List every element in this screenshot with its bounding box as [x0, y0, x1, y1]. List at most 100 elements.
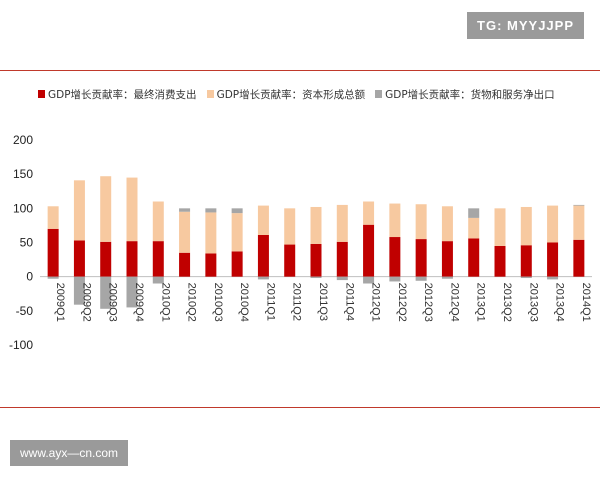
bar-segment-consumption	[257, 234, 269, 277]
bar-segment-net-exports	[547, 276, 559, 280]
legend-swatch-net-exports	[375, 90, 383, 98]
bar-segment-capital	[336, 204, 348, 242]
x-tick-label: 2013Q4	[554, 283, 566, 322]
bar-segment-net-exports	[126, 276, 138, 308]
x-axis: 2009Q1 2009Q2 2009Q3 2009Q4 2010Q1 2010Q2 2010…	[54, 283, 592, 322]
legend-label-capital: GDP增长贡献率：资本形成总额	[216, 88, 366, 101]
bar-segment-consumption	[441, 241, 453, 277]
x-tick-label: 2010Q4	[238, 283, 250, 322]
bar-segment-net-exports	[468, 208, 480, 218]
bar-segment-capital	[547, 205, 559, 243]
bar-segment-capital	[284, 208, 296, 245]
bar-segment-net-exports	[573, 204, 585, 206]
top-divider	[0, 70, 600, 71]
y-tick-label: 150	[13, 167, 33, 181]
bar-segment-consumption	[152, 241, 164, 277]
footer-url: www.ayx—cn.com	[10, 440, 129, 466]
x-tick-label: 2012Q4	[448, 283, 460, 322]
bar-segment-capital	[205, 212, 217, 254]
legend-item-net-exports: GDP增长贡献率：货物和服务净出口	[375, 87, 555, 102]
x-tick-label: 2010Q3	[212, 283, 224, 322]
bar-segment-capital	[389, 203, 401, 238]
bar-segment-consumption	[520, 245, 532, 277]
bar-segment-capital	[47, 206, 59, 229]
bar-segment-net-exports	[336, 276, 348, 281]
bar-segment-net-exports	[152, 276, 164, 284]
x-tick-label: 2012Q2	[396, 283, 408, 322]
x-tick-label: 2011Q4	[343, 283, 355, 321]
legend-swatch-capital	[206, 90, 214, 98]
bar-segment-consumption	[573, 239, 585, 277]
bar-segment-consumption	[100, 241, 112, 277]
bar-segment-consumption	[363, 224, 375, 277]
bar-segment-net-exports	[231, 208, 243, 214]
bar-segment-capital	[441, 206, 453, 242]
bar-segment-capital	[415, 204, 427, 240]
legend-swatch-consumption	[38, 90, 45, 98]
bar-segment-net-exports	[257, 276, 269, 280]
chart-legend: GDP增长贡献率：最终消费支出 GDP增长贡献率：资本形成总额 GDP增长贡献率…	[38, 86, 598, 102]
bar-segment-net-exports	[310, 276, 322, 279]
bar-segment-consumption	[389, 237, 401, 277]
x-tick-label: 2011Q1	[264, 283, 276, 321]
x-tick-label: 2011Q2	[291, 283, 303, 321]
bottom-divider	[0, 407, 600, 408]
bar-segment-consumption	[468, 238, 480, 277]
bar-segment-consumption	[415, 239, 427, 277]
legend-label-consumption: GDP增长贡献率：最终消费支出	[48, 88, 197, 101]
bar-segment-net-exports	[415, 276, 427, 281]
bar-segment-capital	[100, 176, 112, 242]
bar-segment-capital	[231, 213, 243, 252]
y-tick-label: 50	[20, 236, 34, 250]
bar-segment-net-exports	[441, 276, 453, 279]
bar-segment-consumption	[231, 251, 243, 277]
x-tick-label: 2009Q4	[133, 283, 145, 322]
bar-segment-capital	[179, 211, 191, 253]
x-tick-label: 2012Q1	[370, 283, 382, 322]
watermark-tag: TG: MYYJJPP	[467, 12, 584, 39]
bar-segment-net-exports	[363, 276, 375, 284]
bar-segment-consumption	[126, 241, 138, 277]
y-tick-label: 0	[26, 270, 33, 284]
bar-segment-capital	[468, 217, 480, 239]
bar-segment-net-exports	[73, 276, 85, 305]
bar-segment-net-exports	[47, 276, 59, 279]
x-tick-label: 2014Q1	[580, 283, 592, 322]
x-tick-label: 2009Q1	[54, 283, 66, 322]
bar-segment-net-exports	[179, 208, 191, 212]
x-tick-label: 2013Q3	[527, 283, 539, 322]
bar-segment-capital	[257, 205, 269, 235]
bar-segment-consumption	[205, 253, 217, 277]
bar-segment-capital	[73, 180, 85, 241]
bar-series-group	[47, 176, 585, 309]
bar-segment-net-exports	[520, 276, 532, 279]
bar-segment-consumption	[547, 242, 559, 277]
x-tick-label: 2009Q3	[107, 283, 119, 322]
x-tick-label: 2012Q3	[422, 283, 434, 322]
bar-segment-capital	[126, 177, 138, 242]
bar-segment-capital	[310, 206, 322, 244]
x-tick-label: 2013Q2	[501, 283, 513, 322]
bar-segment-consumption	[284, 244, 296, 277]
legend-item-capital: GDP增长贡献率：资本形成总额	[206, 87, 366, 102]
bar-segment-capital	[573, 205, 585, 240]
bar-segment-consumption	[73, 240, 85, 277]
legend-label-net-exports: GDP增长贡献率：货物和服务净出口	[385, 88, 555, 101]
y-tick-label: -50	[16, 304, 34, 318]
bar-segment-consumption	[310, 243, 322, 277]
bar-segment-capital	[520, 206, 532, 246]
x-tick-label: 2013Q1	[475, 283, 487, 322]
header-bar: TG: MYYJJPP	[0, 0, 600, 70]
bar-segment-consumption	[179, 252, 191, 277]
bar-segment-consumption	[47, 228, 59, 277]
bar-segment-net-exports	[205, 208, 217, 213]
y-tick-label: -100	[9, 338, 33, 352]
legend-item-consumption: GDP增长贡献率：最终消费支出	[38, 87, 197, 102]
bar-segment-net-exports	[100, 276, 112, 309]
bar-segment-capital	[494, 208, 506, 246]
y-tick-label: 200	[13, 133, 33, 147]
x-tick-label: 2010Q2	[186, 283, 198, 322]
bar-segment-net-exports	[389, 276, 401, 282]
bar-segment-capital	[363, 201, 375, 225]
